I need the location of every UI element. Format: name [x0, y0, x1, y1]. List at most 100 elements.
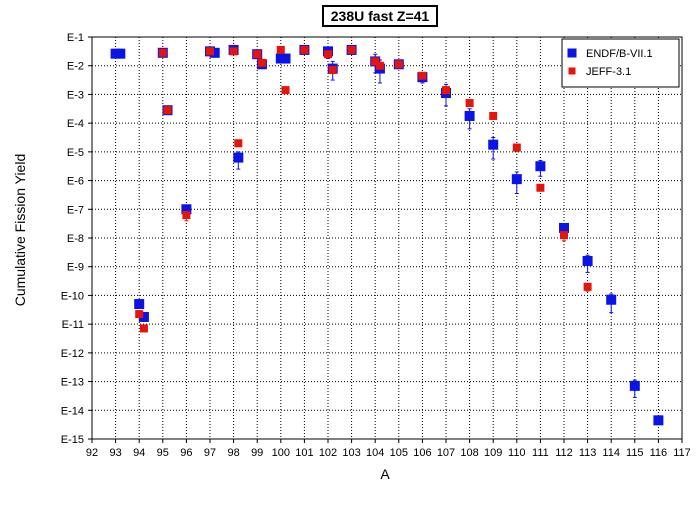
x-tick-label: 100: [272, 447, 290, 459]
x-tick-label: 95: [157, 447, 169, 459]
x-tick-label: 97: [204, 447, 216, 459]
data-point: [489, 111, 498, 120]
x-tick-label: 113: [579, 447, 597, 459]
x-tick-label: 98: [227, 447, 239, 459]
data-point: [511, 174, 522, 185]
y-tick-label: E-9: [67, 262, 84, 274]
y-tick-label: E-10: [61, 290, 84, 302]
x-tick-label: 102: [319, 447, 337, 459]
data-point: [181, 204, 192, 215]
x-tick-label: 110: [508, 447, 526, 459]
data-point: [233, 152, 244, 163]
legend-marker: [567, 48, 577, 58]
data-point: [418, 71, 427, 80]
y-tick-label: E-5: [67, 147, 84, 159]
data-point: [139, 324, 148, 333]
data-point: [135, 310, 144, 319]
data-point: [464, 110, 475, 121]
x-tick-label: 114: [602, 447, 620, 459]
data-point: [371, 57, 380, 66]
y-tick-label: E-3: [67, 89, 84, 101]
data-point: [512, 143, 521, 152]
y-tick-label: E-11: [62, 319, 84, 331]
y-tick-label: E-1: [67, 32, 84, 44]
y-tick-label: E-6: [67, 176, 84, 188]
y-axis-label-wrapper: Cumulative Fission Yield: [12, 154, 32, 307]
plot-frame: [91, 36, 683, 440]
data-point: [134, 299, 145, 310]
x-tick-label: 112: [555, 447, 573, 459]
x-tick-label: 107: [437, 447, 455, 459]
data-point: [560, 231, 568, 240]
x-tick-label: 105: [390, 447, 408, 459]
data-point: [158, 48, 167, 57]
data-point: [300, 45, 309, 54]
data-point: [375, 61, 384, 70]
data-point: [163, 106, 172, 115]
x-tick-label: 116: [650, 447, 668, 459]
data-point: [324, 50, 332, 59]
y-tick-label: E-14: [61, 405, 84, 417]
x-tick-label: 109: [484, 447, 502, 459]
data-point: [276, 45, 285, 54]
y-tick-label: E-2: [67, 61, 84, 73]
data-point: [583, 282, 592, 291]
x-tick-label: 106: [413, 447, 431, 459]
data-series: [110, 44, 664, 426]
series-1: [135, 45, 592, 333]
chart-title: 238U fast Z=41: [322, 5, 438, 27]
data-point: [629, 380, 640, 391]
x-tick-label: 93: [109, 447, 121, 459]
data-point: [465, 99, 474, 108]
legend-marker: [568, 67, 576, 75]
data-point: [347, 45, 356, 54]
data-point: [328, 66, 337, 75]
x-tick-label: 104: [366, 447, 384, 459]
data-point: [206, 47, 214, 56]
data-point: [281, 86, 290, 95]
data-point: [394, 60, 403, 69]
data-point: [253, 50, 262, 59]
data-point: [280, 53, 291, 64]
y-axis-label: Cumulative Fission Yield: [12, 153, 28, 307]
y-tick-label: E-4: [67, 118, 84, 130]
x-tick-label: 108: [460, 447, 478, 459]
legend-label: ENDF/B-VII.1: [586, 48, 653, 60]
data-point: [535, 161, 546, 172]
y-tick-label: E-7: [67, 204, 84, 216]
legend: ENDF/B-VII.1 JEFF-3.1: [561, 38, 680, 88]
data-point: [582, 255, 593, 266]
data-point: [653, 415, 664, 426]
x-tick-label: 94: [133, 447, 145, 459]
data-point: [209, 47, 220, 58]
legend-label: JEFF-3.1: [586, 66, 631, 78]
data-point: [229, 47, 238, 56]
x-tick-label: 103: [342, 447, 360, 459]
data-point: [234, 139, 243, 148]
data-point: [182, 211, 191, 220]
axes: 92 93 94 95 96 97 98 99 100 101 102 103 104 105 106 107…: [61, 32, 691, 459]
x-axis-label: A: [380, 466, 390, 482]
x-tick-label: 92: [86, 447, 98, 459]
x-tick-label: 99: [251, 447, 263, 459]
x-tick-label: 115: [626, 447, 644, 459]
x-tick-label: 101: [295, 447, 313, 459]
data-point: [442, 86, 450, 95]
data-point: [138, 311, 149, 322]
data-point: [606, 294, 617, 305]
x-tick-label: 96: [180, 447, 192, 459]
data-point: [257, 58, 266, 67]
data-point: [536, 183, 545, 192]
y-tick-label: E-15: [61, 434, 84, 446]
y-tick-label: E-13: [61, 377, 84, 389]
x-tick-label: 111: [532, 447, 549, 459]
x-tick-label: 117: [673, 447, 691, 459]
data-point: [559, 222, 569, 233]
y-tick-label: E-12: [61, 348, 84, 360]
data-point: [115, 48, 126, 59]
legend-box: [561, 38, 680, 88]
data-point: [488, 139, 499, 150]
y-tick-label: E-8: [67, 233, 84, 245]
